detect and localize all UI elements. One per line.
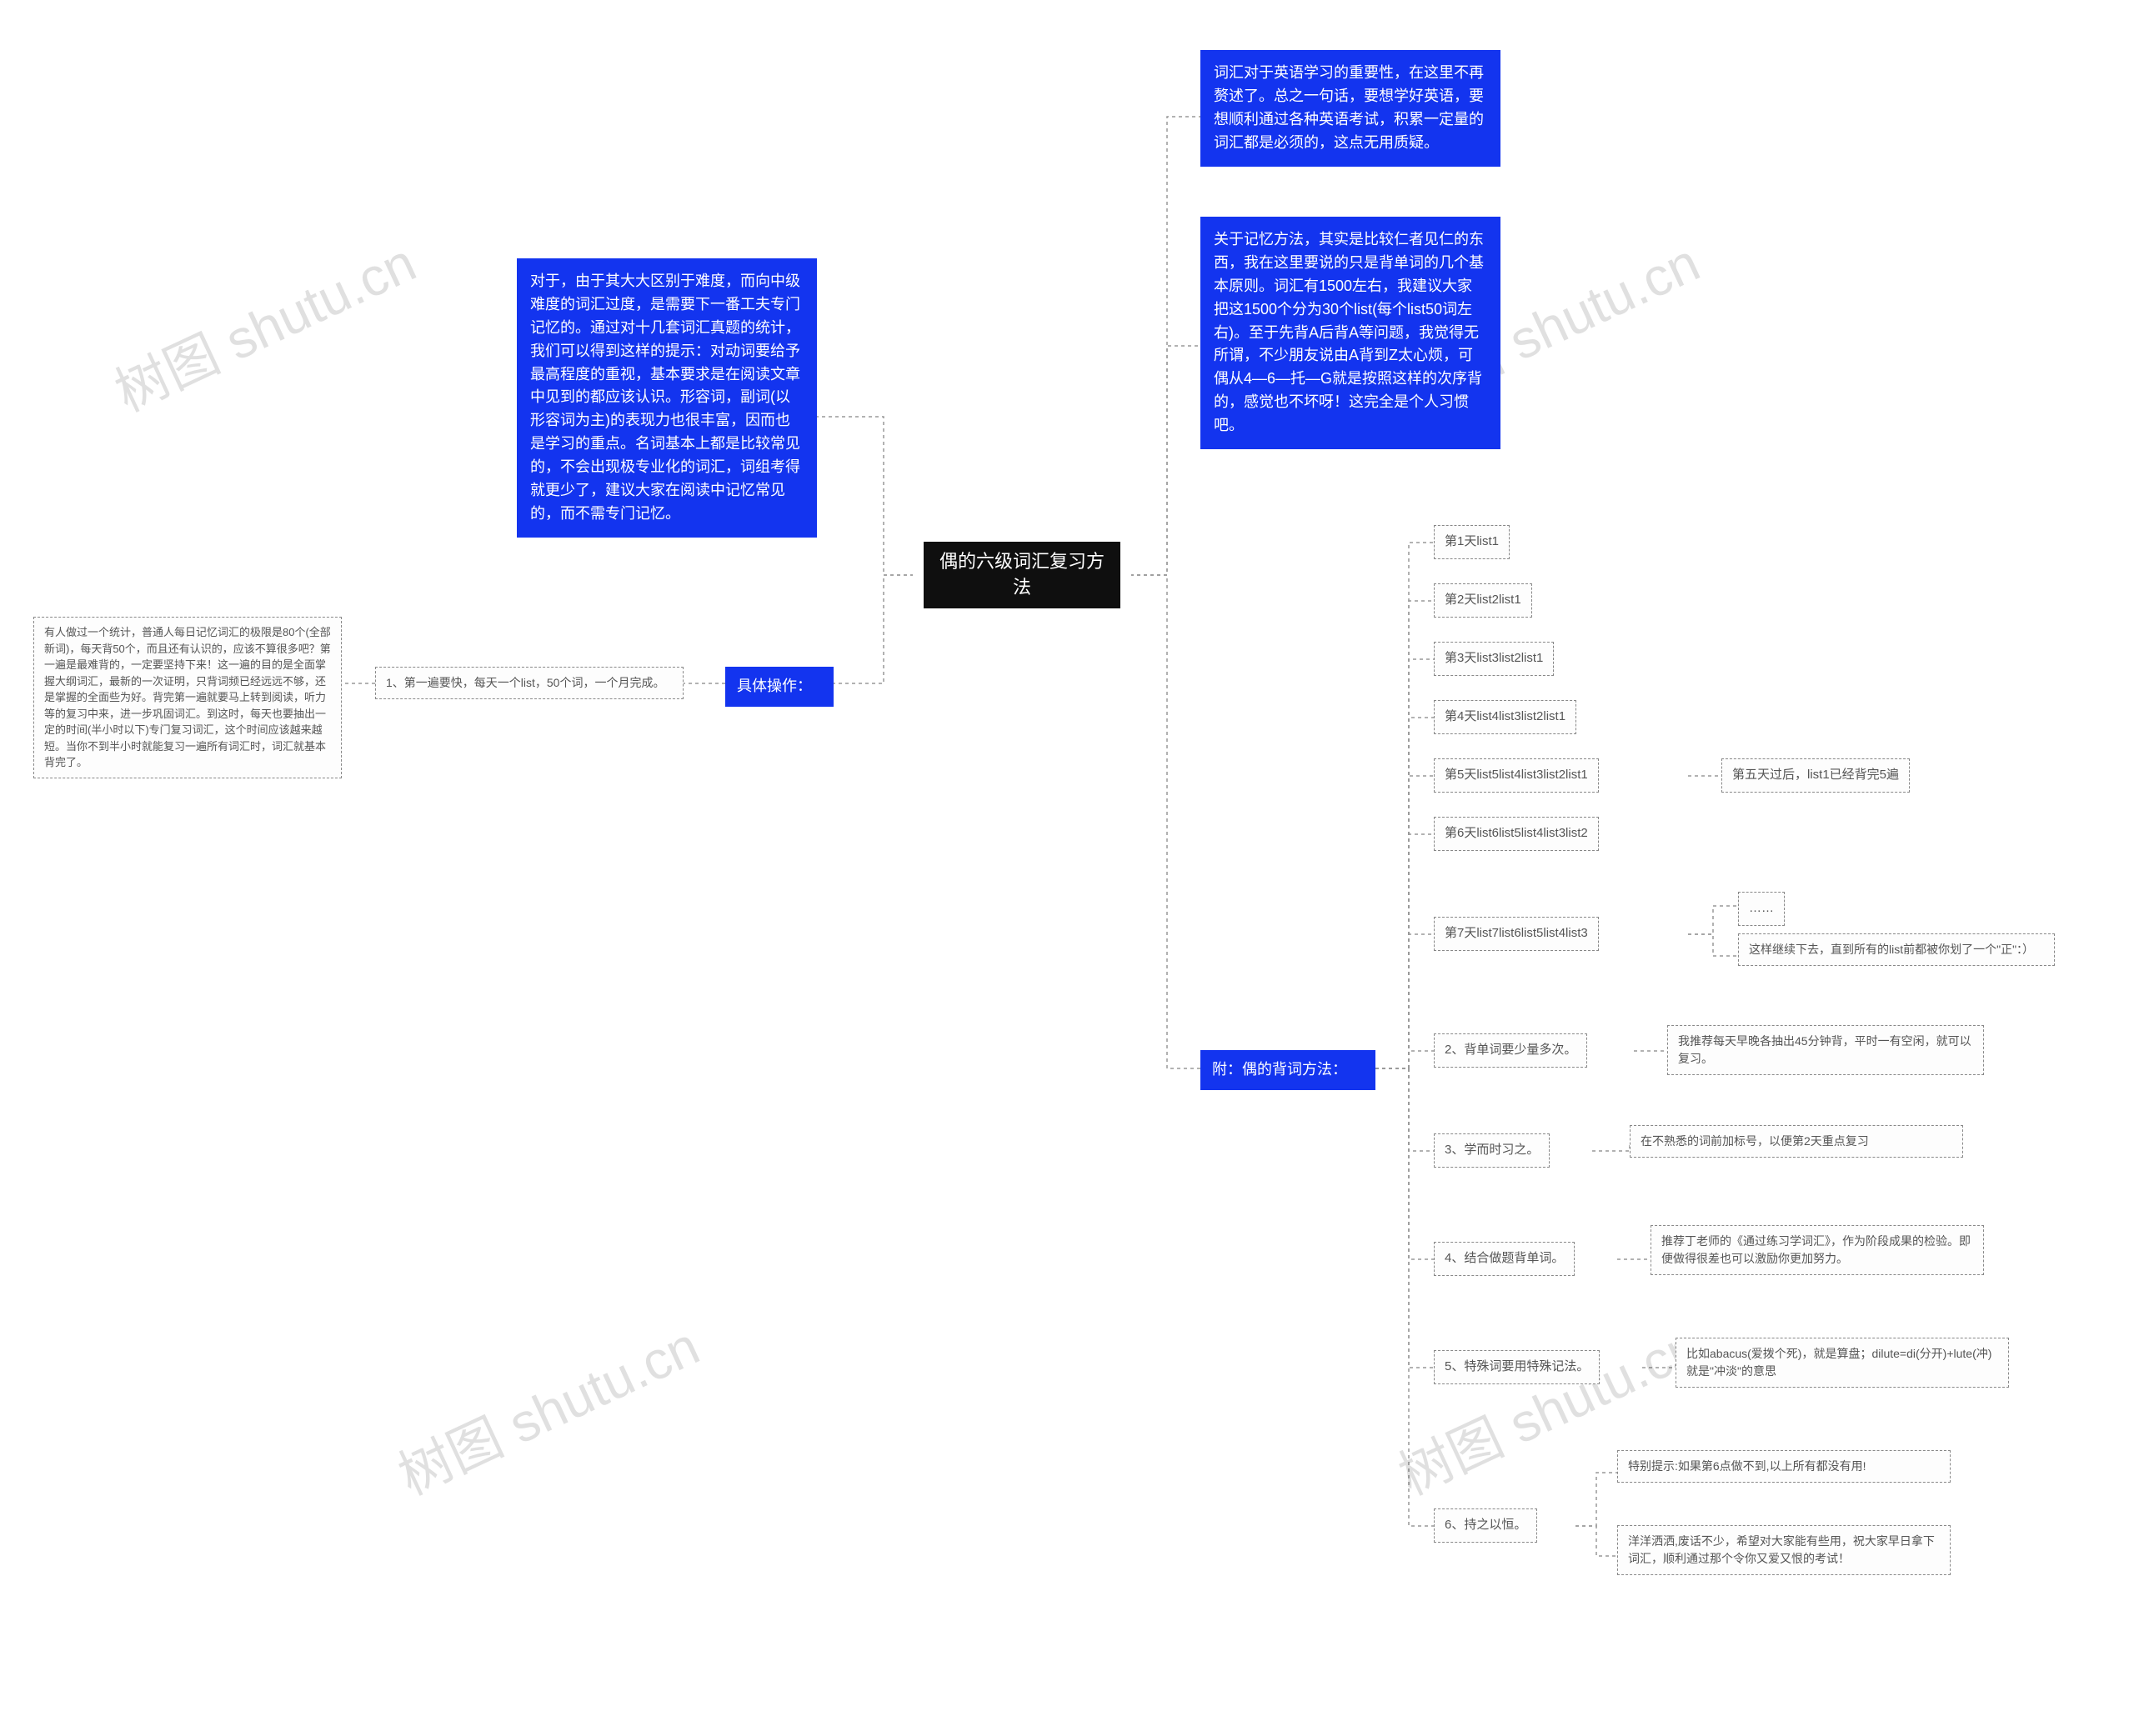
day6: 第6天list6list5list4list3list2 [1434, 817, 1599, 851]
left-dashed-mid: 1、第一遍要快，每天一个list，50个词，一个月完成。 [375, 667, 684, 699]
method-4: 4、结合做题背单词。 [1434, 1242, 1575, 1276]
right-blue-3: 附：偶的背词方法： [1200, 1050, 1375, 1090]
method-5-note: 比如abacus(爱拨个死)，就是算盘；dilute=di(分开)+lute(冲… [1676, 1338, 2009, 1388]
right-blue-1: 词汇对于英语学习的重要性，在这里不再赘述了。总之一句话，要想学好英语，要想顺利通… [1200, 50, 1500, 167]
method-2-note: 我推荐每天早晚各抽出45分钟背，平时一有空闲，就可以复习。 [1667, 1025, 1984, 1075]
method-3-note: 在不熟悉的词前加标号，以便第2天重点复习 [1630, 1125, 1963, 1158]
left-dashed-big: 有人做过一个统计，普通人每日记忆词汇的极限是80个(全部新词)，每天背50个，而… [33, 617, 342, 778]
right-blue-2: 关于记忆方法，其实是比较仁者见仁的东西，我在这里要说的只是背单词的几个基本原则。… [1200, 217, 1500, 449]
method-4-note: 推荐丁老师的《通过练习学词汇》，作为阶段成果的检验。即便做得很差也可以激励你更加… [1651, 1225, 1984, 1275]
watermark: 树图 shutu.cn [101, 221, 426, 427]
method-6: 6、持之以恒。 [1434, 1508, 1537, 1543]
day5: 第5天list5list4list3list2list1 [1434, 758, 1599, 793]
left-small-blue: 具体操作： [725, 667, 834, 707]
day7-dots: …… [1738, 892, 1785, 926]
left-big-blue: 对于，由于其大大区别于难度，而向中级难度的词汇过度，是需要下一番工夫专门记忆的。… [517, 258, 817, 538]
watermark: 树图 shutu.cn [384, 1304, 709, 1510]
method-6-note1: 特别提示:如果第6点做不到,以上所有都没有用! [1617, 1450, 1951, 1483]
day7: 第7天list7list6list5list4list3 [1434, 917, 1599, 951]
method-2: 2、背单词要少量多次。 [1434, 1033, 1587, 1068]
method-3: 3、学而时习之。 [1434, 1133, 1550, 1168]
root-label: 偶的六级词汇复习方法 [924, 546, 1120, 604]
day5-note: 第五天过后，list1已经背完5遍 [1721, 758, 1910, 793]
day3: 第3天list3list2list1 [1434, 642, 1554, 676]
root-node: 偶的六级词汇复习方法 [914, 542, 1130, 608]
day7-note: 这样继续下去，直到所有的list前都被你划了一个"正"：） [1738, 933, 2055, 966]
day2: 第2天list2list1 [1434, 583, 1532, 618]
day1: 第1天list1 [1434, 525, 1510, 559]
method-6-note2: 洋洋洒洒,废话不少，希望对大家能有些用，祝大家早日拿下词汇，顺利通过那个令你又爱… [1617, 1525, 1951, 1575]
day4: 第4天list4list3list2list1 [1434, 700, 1576, 734]
method-5: 5、特殊词要用特殊记法。 [1434, 1350, 1600, 1384]
